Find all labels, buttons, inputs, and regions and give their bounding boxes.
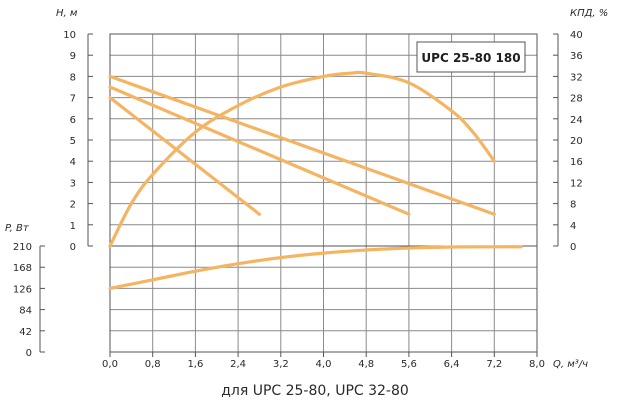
head-axis-title: H, м: [56, 8, 78, 19]
efficiency-tick-label: 12: [570, 178, 583, 189]
x-tick-label: 4,0: [316, 359, 332, 370]
efficiency-tick-label: 36: [570, 51, 583, 62]
grid: [110, 34, 537, 352]
efficiency-tick-label: 28: [570, 94, 583, 105]
legend-label: UPC 25-80 180: [421, 51, 520, 65]
curves: [108, 70, 523, 290]
head-tick-label: 10: [63, 30, 76, 41]
head-tick-label: 1: [70, 221, 76, 232]
x-tick-label: 0,0: [102, 359, 118, 370]
x-tick-label: 4,8: [358, 359, 374, 370]
legend: UPC 25-80 180: [416, 41, 526, 73]
x-tick-label: 2,4: [230, 359, 246, 370]
power-tick-label: 126: [13, 284, 32, 295]
x-tick-label: 5,6: [401, 359, 417, 370]
efficiency-curve: [108, 70, 496, 248]
head-tick-label: 2: [70, 200, 76, 211]
flow-axis-title: Q, м³/ч: [553, 359, 588, 370]
x-tick-label: 7,2: [486, 359, 502, 370]
head-curve: [108, 96, 261, 216]
power-tick-label: 168: [13, 263, 32, 274]
x-tick-label: 0,8: [145, 359, 161, 370]
efficiency-tick-label: 20: [570, 136, 583, 147]
x-tick-label: 1,6: [187, 359, 203, 370]
chart-caption: для UPC 25-80, UPC 32-80: [221, 383, 409, 399]
power-tick-label: 0: [26, 348, 32, 359]
head-tick-label: 3: [70, 178, 76, 189]
head-tick-label: 0: [70, 242, 76, 253]
efficiency-tick-label: 4: [570, 221, 576, 232]
efficiency-tick-label: 16: [570, 157, 583, 168]
legend-box: [416, 41, 526, 73]
efficiency-tick-label: 40: [570, 30, 583, 41]
power-curve: [108, 245, 523, 290]
x-tick-label: 8,0: [529, 359, 545, 370]
head-tick-label: 6: [70, 115, 76, 126]
power-tick-label: 42: [19, 327, 32, 338]
power-tick-label: 84: [19, 306, 32, 317]
efficiency-tick-label: 24: [570, 115, 583, 126]
power-tick-label: 210: [13, 242, 32, 253]
head-tick-label: 8: [70, 72, 76, 83]
x-tick-label: 6,4: [444, 359, 460, 370]
head-tick-label: 9: [70, 51, 76, 62]
power-axis-title: P, Вт: [5, 223, 30, 234]
x-tick-label: 3,2: [273, 359, 289, 370]
efficiency-tick-label: 8: [570, 200, 576, 211]
efficiency-tick-label: 32: [570, 72, 583, 83]
head-tick-label: 4: [70, 157, 76, 168]
head-tick-label: 7: [70, 94, 76, 105]
head-tick-label: 5: [70, 136, 76, 147]
head-curve: [108, 74, 496, 216]
head-curve: [108, 85, 411, 216]
efficiency-axis-title: КПД, %: [570, 8, 608, 19]
efficiency-tick-label: 0: [570, 242, 576, 253]
